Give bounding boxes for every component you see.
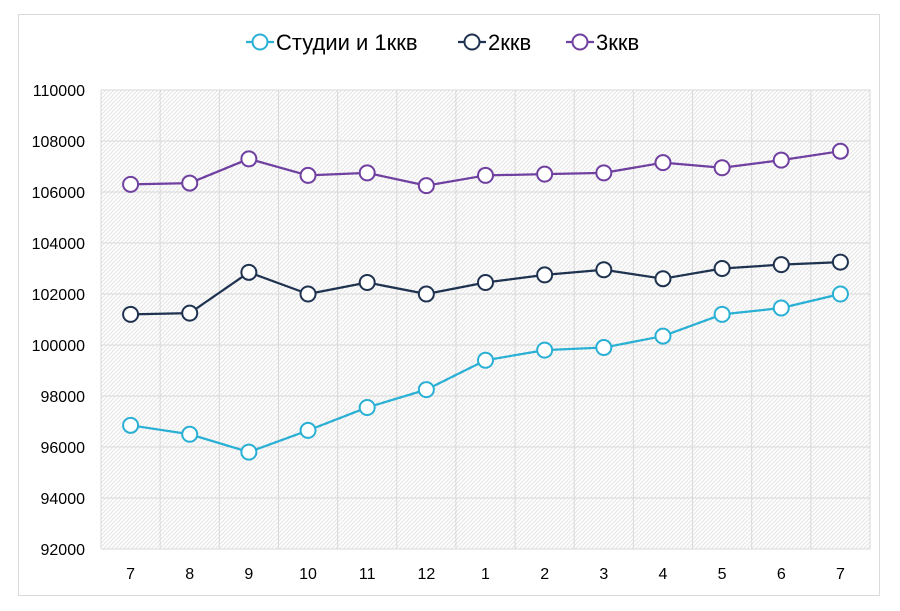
data-point <box>299 285 317 303</box>
data-point <box>831 142 849 160</box>
legend: Студии и 1ккв 2ккв 3ккв <box>246 30 639 55</box>
legend-entry-3: 3ккв <box>566 30 639 55</box>
data-point <box>595 261 613 279</box>
data-point <box>417 381 435 399</box>
data-point <box>772 299 790 317</box>
y-tick-label: 104000 <box>32 236 85 253</box>
data-point <box>122 175 140 193</box>
data-point <box>536 165 554 183</box>
x-tick-label: 1 <box>481 566 490 583</box>
legend-marker <box>251 33 269 51</box>
y-tick-label: 96000 <box>41 440 86 457</box>
y-tick-label: 108000 <box>32 134 85 151</box>
data-point <box>358 164 376 182</box>
data-point <box>122 416 140 434</box>
data-point <box>477 166 494 184</box>
data-point <box>477 274 494 292</box>
data-point <box>654 270 672 288</box>
x-tick-label: 8 <box>185 566 194 583</box>
x-tick-label: 4 <box>659 566 668 583</box>
y-tick-label: 106000 <box>32 185 85 202</box>
x-tick-label: 9 <box>244 566 253 583</box>
data-point <box>477 351 494 369</box>
data-point <box>181 425 199 443</box>
data-point <box>831 285 849 303</box>
plot-area-background <box>101 90 870 549</box>
data-point <box>358 398 376 416</box>
legend-marker <box>463 33 481 51</box>
data-point <box>299 166 317 184</box>
y-tick-label: 98000 <box>41 389 86 406</box>
legend-marker <box>571 33 589 51</box>
data-point <box>536 266 554 284</box>
y-tick-label: 102000 <box>32 287 85 304</box>
series-3 <box>122 142 849 195</box>
y-tick-label: 110000 <box>33 83 85 100</box>
data-point <box>299 421 317 439</box>
y-tick-label: 92000 <box>41 542 86 559</box>
data-point <box>713 305 731 323</box>
data-point <box>772 256 790 274</box>
data-point <box>240 443 258 461</box>
series-2 <box>122 253 849 323</box>
series-1 <box>122 285 849 461</box>
y-tick-label: 100000 <box>32 338 85 355</box>
x-tick-label: 11 <box>359 566 376 583</box>
legend-label: 2ккв <box>488 30 531 55</box>
y-axis: 92000 94000 96000 98000 100000 102000 104000 10… <box>32 83 85 559</box>
x-tick-label: 5 <box>718 566 727 583</box>
legend-label: Студии и 1ккв <box>276 30 418 55</box>
x-tick-label: 12 <box>417 566 435 583</box>
y-tick-label: 94000 <box>41 491 86 508</box>
data-point <box>358 274 376 292</box>
data-point <box>831 253 849 271</box>
x-tick-label: 3 <box>599 566 608 583</box>
data-point <box>536 341 554 359</box>
data-point <box>240 150 258 168</box>
x-tick-label: 2 <box>540 566 549 583</box>
data-point <box>713 260 731 277</box>
data-point <box>595 339 613 357</box>
data-point <box>654 154 672 172</box>
x-axis: 7 8 9 10 11 12 1 2 3 4 5 6 7 <box>126 566 845 583</box>
x-tick-label: 10 <box>299 566 317 583</box>
x-tick-label: 7 <box>126 566 135 583</box>
data-point <box>595 164 613 182</box>
data-point <box>654 327 672 345</box>
x-tick-label: 7 <box>836 566 845 583</box>
legend-entry-1: Студии и 1ккв <box>246 30 418 55</box>
data-point <box>417 285 435 303</box>
legend-label: 3ккв <box>596 30 639 55</box>
data-point <box>240 263 258 281</box>
data-point <box>122 305 140 323</box>
data-point <box>713 159 731 177</box>
data-point <box>181 304 199 322</box>
data-point <box>181 174 199 192</box>
data-point <box>772 151 790 169</box>
data-point <box>417 177 435 195</box>
legend-entry-2: 2ккв <box>458 30 531 55</box>
series-group <box>122 142 849 461</box>
x-tick-label: 6 <box>777 566 786 583</box>
